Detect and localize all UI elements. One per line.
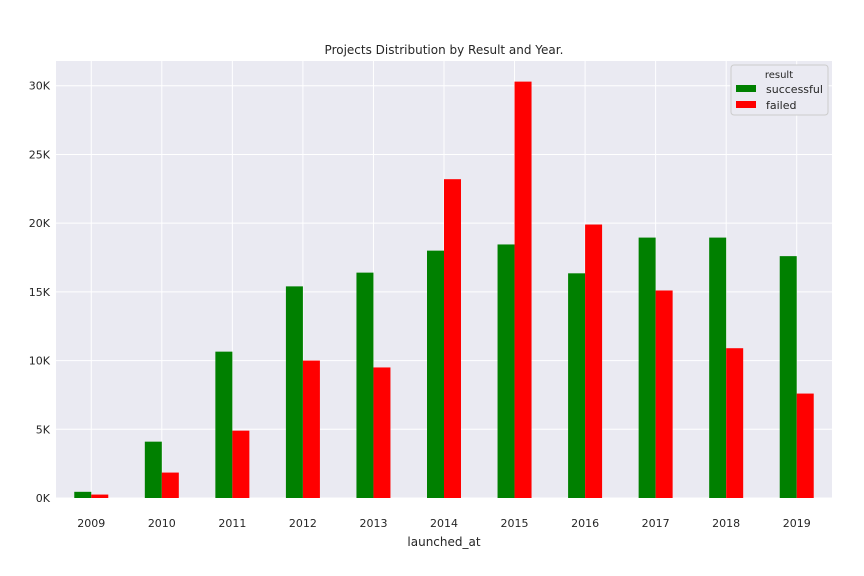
bar-successful-2011 [215,351,233,498]
chart-title: Projects Distribution by Result and Year… [325,43,564,57]
y-tick-label: 25K [29,148,51,161]
y-axis: 0K 5K 10K 15K 20K 25K 30K [29,80,51,505]
bar-successful-2014 [427,250,444,498]
y-tick-label: 20K [29,217,51,230]
bar-successful-2015 [497,244,515,498]
y-tick-label: 30K [29,80,51,93]
bar-failed-2011 [232,430,250,498]
bar-successful-2019 [779,256,797,498]
y-tick-label: 10K [29,355,51,368]
x-tick-label: 2009 [77,517,105,530]
x-tick-label: 2010 [148,517,176,530]
bars [74,81,814,499]
bar-failed-2010 [161,472,179,498]
legend-swatch-successful [736,85,756,92]
legend-swatch-failed [736,101,756,108]
y-tick-label: 5K [36,423,51,436]
x-tick-label: 2011 [218,517,246,530]
x-tick-label: 2018 [712,517,740,530]
x-tick-label: 2015 [501,517,529,530]
x-tick-label: 2019 [783,517,811,530]
x-tick-label: 2014 [430,517,458,530]
bar-successful-2017 [638,237,656,498]
bar-failed-2018 [726,348,744,498]
bar-failed-2013 [373,367,391,498]
x-tick-label: 2016 [571,517,599,530]
bar-failed-2016 [585,224,603,499]
bar-failed-2019 [796,393,814,498]
y-tick-label: 0K [36,492,51,505]
x-tick-label: 2012 [289,517,317,530]
bar-successful-2018 [709,237,727,498]
bar-successful-2009 [74,491,92,498]
x-axis-label: launched_at [407,535,480,549]
bar-failed-2017 [655,290,673,498]
bar-failed-2014 [444,179,461,499]
legend-label-successful: successful [766,83,823,96]
legend-title: result [765,70,793,81]
bar-failed-2012 [302,360,320,498]
legend: result successful failed [730,64,829,116]
x-axis: 2009 2010 2011 2012 2013 2014 2015 2016 2017 2018… [77,517,810,530]
x-tick-label: 2013 [359,517,387,530]
bar-successful-2012 [285,286,303,498]
bar-successful-2010 [144,441,162,498]
bar-failed-2009 [91,494,109,498]
bar-successful-2013 [356,272,374,498]
y-tick-label: 15K [29,286,51,299]
x-tick-label: 2017 [642,517,670,530]
bar-failed-2015 [514,81,532,498]
legend-label-failed: failed [766,99,796,112]
bar-successful-2016 [568,273,586,498]
